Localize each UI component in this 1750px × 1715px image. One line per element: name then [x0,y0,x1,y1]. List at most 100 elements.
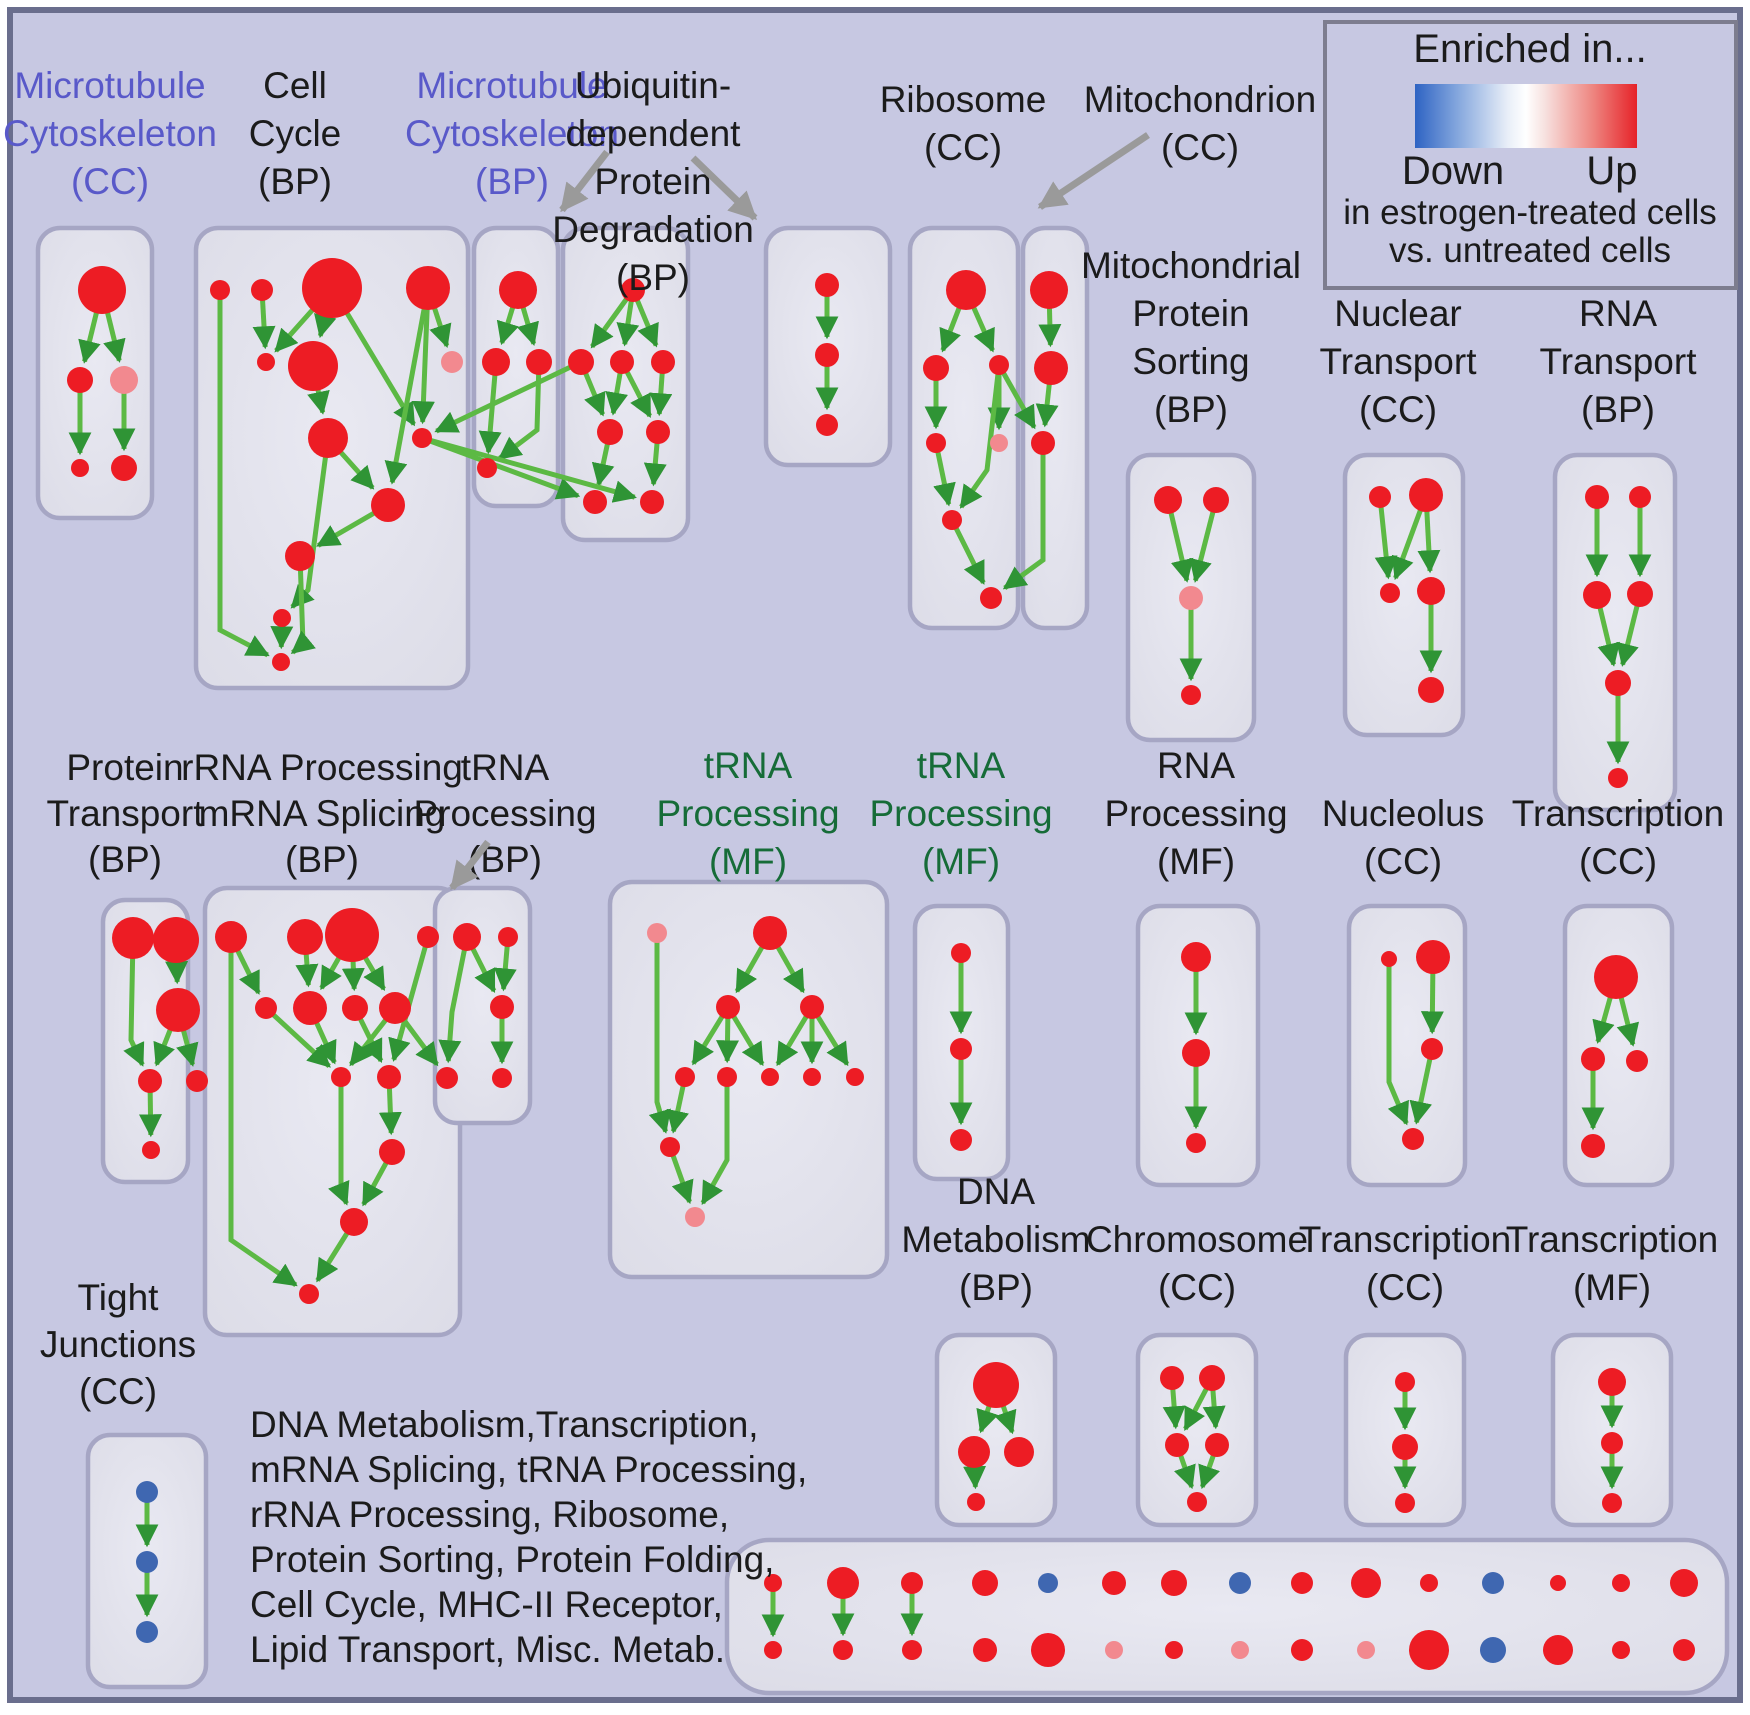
go-term-node [257,353,275,371]
go-term-node [1351,1568,1381,1598]
go-term-node [647,923,667,943]
group-box-nuclear-transport-cc [1342,452,1466,738]
group-label-mitochondrion-cc: Mitochondrion (CC) [1084,79,1316,168]
go-term-node [1186,1133,1206,1153]
edge [1002,443,1046,591]
group-label-trna-processing-bp: tRNA Processing (BP) [413,747,596,880]
edge [434,359,583,434]
go-term-node [406,266,450,310]
go-term-node [215,921,247,953]
go-term-node [568,349,594,375]
go-term-node [1395,1372,1415,1392]
go-term-node [950,1129,972,1151]
edge [384,287,431,485]
go-term-node [1030,271,1068,309]
go-term-node [498,927,518,947]
go-term-node [980,587,1002,609]
go-term-node [610,350,634,374]
go-term-node [342,995,368,1021]
legend-title: Enriched in... [1413,27,1646,71]
go-term-node [287,919,323,955]
go-term-node [285,541,315,571]
go-term-node [136,1481,158,1503]
go-term-node [1612,1574,1630,1592]
go-term-node [923,355,949,381]
group-label-microtubule-cytoskeleton-cc: Microtubule Cytoskeleton (CC) [3,65,217,202]
edge [1386,959,1409,1126]
group-label-microtubule-cytoskeleton-bp: Microtubule Cytoskeleton (BP) [405,65,619,202]
go-term-node [153,917,199,963]
go-term-node [1392,1434,1418,1460]
edge [421,435,637,503]
legend-box [1323,20,1738,290]
edge [959,364,1002,509]
group-label-ubiquitin-degradation-bp-1: Ubiquitin-dependent Protein Degradation (BP… [552,65,754,298]
group-label-cell-cycle-bp: Cell Cycle (BP) [249,65,342,202]
go-term-node [1369,486,1391,508]
edge [123,937,145,1067]
go-term-node [1381,951,1397,967]
go-term-node [377,1065,401,1089]
label-pointer-arrow [1037,132,1150,210]
go-term-node [901,1572,923,1594]
go-term-node [764,1574,782,1592]
go-term-node [1205,1433,1229,1457]
group-label-nuclear-transport-cc: Nuclear Transport (CC) [1320,293,1478,430]
go-term-node [142,1141,160,1159]
go-term-node [803,1068,821,1086]
edge [949,518,986,585]
edge [411,287,435,425]
go-term-node [1629,486,1651,508]
go-term-node [1627,581,1653,607]
go-term-node [412,428,432,448]
go-term-node [273,609,291,627]
go-term-node [1031,1633,1065,1667]
edge [438,936,470,1064]
go-term-node [417,926,439,948]
edge [217,290,270,658]
go-term-node [1581,1134,1605,1158]
go-term-node [1291,1639,1313,1661]
go-term-node [112,917,154,959]
go-term-node [255,997,277,1019]
go-term-node [753,916,787,950]
go-term-node [210,280,230,300]
go-term-node [1380,583,1400,603]
go-term-node [1416,940,1450,974]
go-term-node [477,458,497,478]
label-pointer-arrow [449,839,491,891]
edge [388,936,431,1062]
go-term-node [1199,1365,1225,1391]
go-term-node [453,923,481,951]
go-term-node [1179,586,1203,610]
go-term-node [288,341,338,391]
edge [700,1077,730,1206]
legend-subtitle-1: in estrogen-treated cells [1343,193,1717,232]
go-term-node [942,510,962,530]
go-term-node [1409,478,1443,512]
go-term-node [800,995,824,1019]
go-term-node [646,420,670,444]
go-term-node [1231,1641,1249,1659]
group-label-nucleolus-cc: Nucleolus (CC) [1322,793,1484,882]
group-box-transcription-mf [1550,1332,1674,1528]
go-term-node [1583,581,1611,609]
go-term-node [308,418,348,458]
group-label-ribosome-cc: Ribosome (CC) [880,79,1047,168]
go-term-node [973,1638,997,1662]
go-term-node [1409,1630,1449,1670]
edge [290,555,316,655]
go-term-node [1626,1050,1648,1072]
go-term-node [958,1436,990,1468]
edge [1409,1048,1435,1125]
group-label-transcription-mf: Transcription (MF) [1506,1219,1718,1308]
go-term-node [1165,1433,1189,1457]
go-term-node [1480,1637,1506,1663]
group-label-dna-metabolism-bp: DNA Metabolism (BP) [901,1171,1090,1308]
label-pointer-arrow [559,149,610,213]
go-term-node [761,1068,779,1086]
label-pointer-arrow [690,155,758,221]
go-term-node [990,434,1008,452]
